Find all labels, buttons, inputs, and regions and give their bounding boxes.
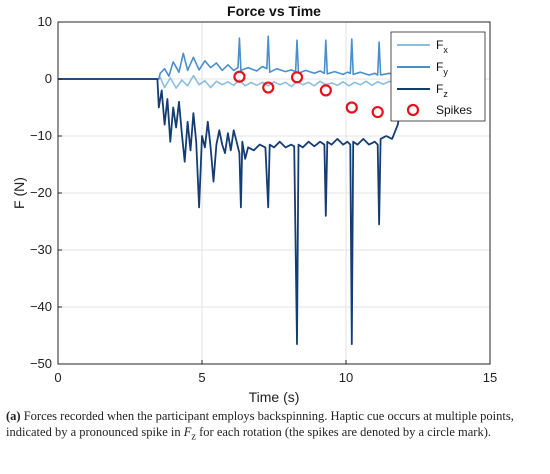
caption-text-before: Forces recorded when the participant emp… (6, 409, 514, 439)
spike-marker (233, 70, 246, 83)
x-tick-label: 5 (198, 370, 205, 385)
y-tick-label: −10 (30, 128, 52, 143)
spike-marker (345, 101, 358, 114)
series-line-fz (58, 78, 419, 345)
y-tick-label: −20 (30, 185, 52, 200)
caption-math-main: F (183, 425, 192, 439)
caption-text-after: for each rotation (the spikes are denote… (196, 425, 492, 439)
series-layer (58, 35, 419, 345)
spike-marker (371, 105, 384, 119)
legend-box (390, 31, 486, 122)
y-tick-label: −50 (30, 356, 52, 371)
legend-swatch-spikes (406, 103, 420, 117)
figure-caption: (a) Forces recorded when the participant… (6, 408, 546, 446)
x-tick-label: 10 (339, 370, 353, 385)
legend-label-spikes: Spikes (436, 103, 472, 117)
spike-markers (233, 70, 384, 119)
caption-math-sub: z (191, 431, 196, 443)
x-tick-label: 15 (483, 370, 497, 385)
x-tick-label: 0 (54, 370, 61, 385)
spike-marker (290, 71, 304, 84)
y-tick-label: −40 (30, 299, 52, 314)
x-axis-label: Time (s) (249, 389, 300, 405)
spike-marker (262, 81, 275, 94)
legend-label-fx: Fx (436, 38, 448, 55)
y-ticks: 10 0 −10 −20 −30 −40 −50 (30, 14, 62, 371)
series-line-fx (58, 74, 419, 89)
y-tick-label: −30 (30, 242, 52, 257)
legend: Fx Fy Fz Spikes (390, 31, 486, 122)
force-vs-time-chart: 0 5 10 15 100−10−20−30−40−50 Force vs Time … (11, 3, 497, 405)
x-ticks: 0 5 10 15 (54, 360, 497, 385)
y-tick-label: 0 (45, 71, 52, 86)
spike-marker (319, 84, 332, 97)
series-line-fy (58, 35, 419, 80)
legend-label-fy: Fy (436, 60, 448, 77)
legend-label-fz: Fz (436, 82, 448, 99)
y-tick-label: 10 (38, 14, 52, 29)
chart-title: Force vs Time (227, 3, 321, 19)
y-axis-label: F (N) (11, 177, 27, 209)
caption-label: (a) (6, 409, 21, 423)
